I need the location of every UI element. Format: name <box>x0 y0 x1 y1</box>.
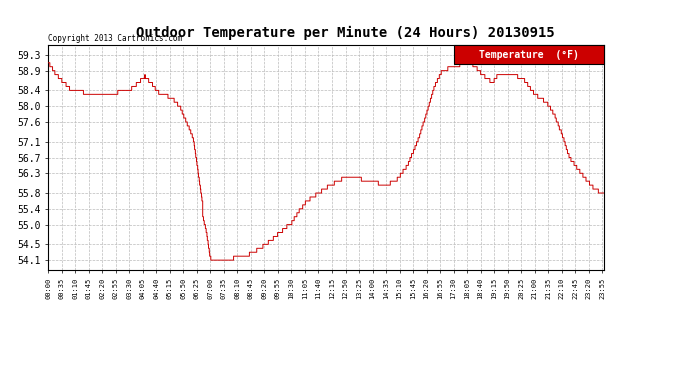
Text: Copyright 2013 Cartronics.com: Copyright 2013 Cartronics.com <box>48 34 182 43</box>
FancyBboxPatch shape <box>454 45 604 64</box>
Text: Temperature  (°F): Temperature (°F) <box>479 50 579 60</box>
Text: Outdoor Temperature per Minute (24 Hours) 20130915: Outdoor Temperature per Minute (24 Hours… <box>136 26 554 40</box>
